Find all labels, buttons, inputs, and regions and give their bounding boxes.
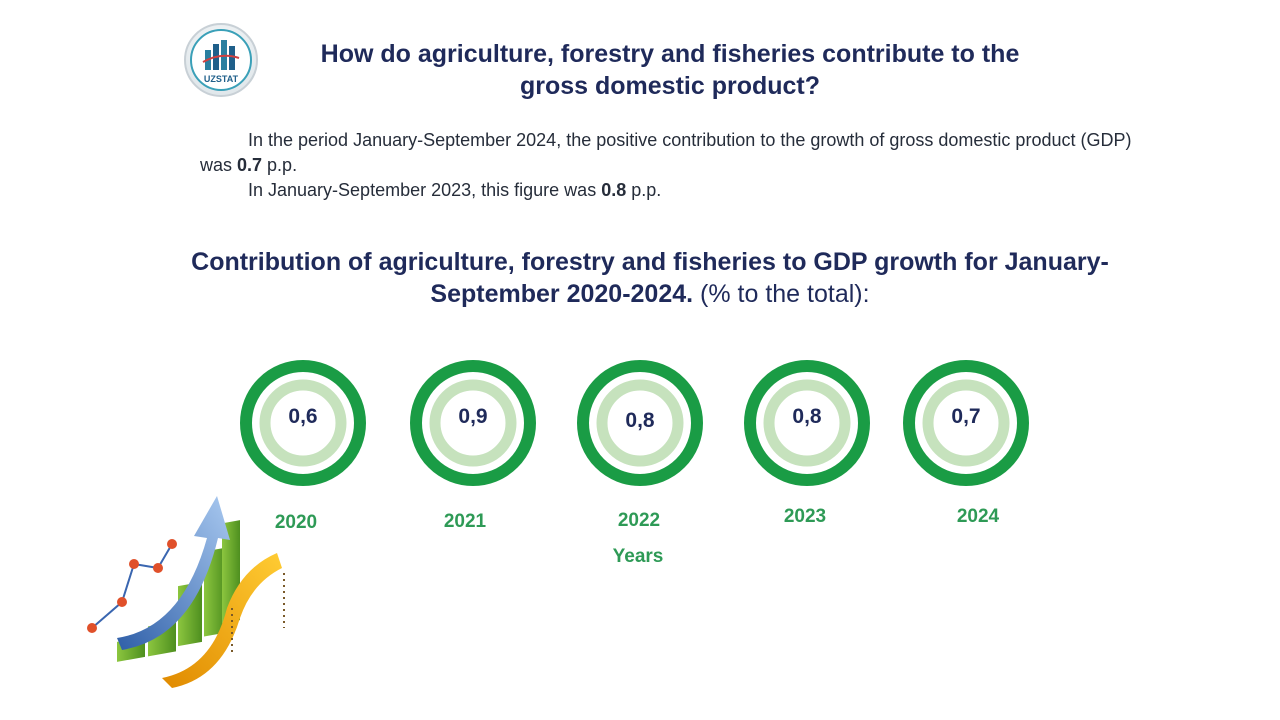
summary-paragraph-1: In the period January-September 2024, th…: [200, 128, 1160, 178]
summary-text: In the period January-September 2024, th…: [200, 128, 1160, 203]
summary-p1-text: In the period January-September 2024, th…: [200, 130, 1132, 175]
data-label: 0,8: [792, 405, 822, 428]
value-ring-2022: 0,8: [576, 359, 704, 487]
ring-graphic: [410, 360, 536, 486]
summary-paragraph-2: In January-September 2023, this figure w…: [200, 178, 1160, 203]
ring-inner: [259, 379, 347, 467]
year-label-2024: 2024: [956, 506, 1000, 527]
summary-p1-value: 0.7: [237, 155, 263, 175]
ring-graphic: [577, 360, 703, 486]
summary-p2-value: 0.8: [601, 180, 627, 200]
ring-outer: [240, 360, 366, 486]
year-label-2023: 2023: [783, 506, 827, 527]
ring-outer: [410, 360, 536, 486]
ring-graphic: [240, 360, 366, 486]
summary-p1-unit: p.p.: [262, 155, 298, 175]
ring-graphic: [903, 360, 1029, 486]
value-ring-2024: 0,7: [902, 359, 1030, 487]
summary-p2-text: In January-September 2023, this figure w…: [248, 180, 602, 200]
ring-inner: [763, 379, 851, 467]
data-label: 0,8: [625, 409, 655, 432]
growth-chart-illustration: [87, 496, 285, 688]
year-label-2020: 2020: [274, 512, 318, 533]
ring-inner: [429, 379, 517, 467]
value-ring-2023: 0,8: [743, 359, 871, 487]
year-label-2022: 2022: [617, 510, 661, 531]
page-title: How do agriculture, forestry and fisheri…: [270, 38, 1070, 102]
logo-text: UZSTAT: [204, 74, 239, 84]
data-label: 0,6: [288, 405, 318, 428]
ring-outer: [903, 360, 1029, 486]
chart-title-bold: Contribution of agriculture, forestry an…: [191, 248, 1109, 308]
chart-title: Contribution of agriculture, forestry an…: [150, 246, 1150, 310]
value-ring-2021: 0,9: [409, 359, 537, 487]
ring-outer: [744, 360, 870, 486]
x-axis-label: Years: [612, 546, 664, 567]
year-label-2021: 2021: [443, 511, 487, 532]
data-label: 0,7: [951, 405, 981, 428]
ring-inner: [596, 379, 684, 467]
title-line-2: gross domestic product?: [519, 72, 821, 100]
data-label: 0,9: [458, 405, 488, 428]
title-line-1: How do agriculture, forestry and fisheri…: [320, 40, 1020, 68]
uzstat-logo: UZSTAT: [184, 23, 258, 97]
ring-inner: [922, 379, 1010, 467]
ring-outer: [577, 360, 703, 486]
value-ring-2020: 0,6: [239, 359, 367, 487]
ring-graphic: [744, 360, 870, 486]
summary-p2-unit: p.p.: [626, 180, 662, 200]
chart-title-rest: (% to the total):: [693, 280, 870, 308]
